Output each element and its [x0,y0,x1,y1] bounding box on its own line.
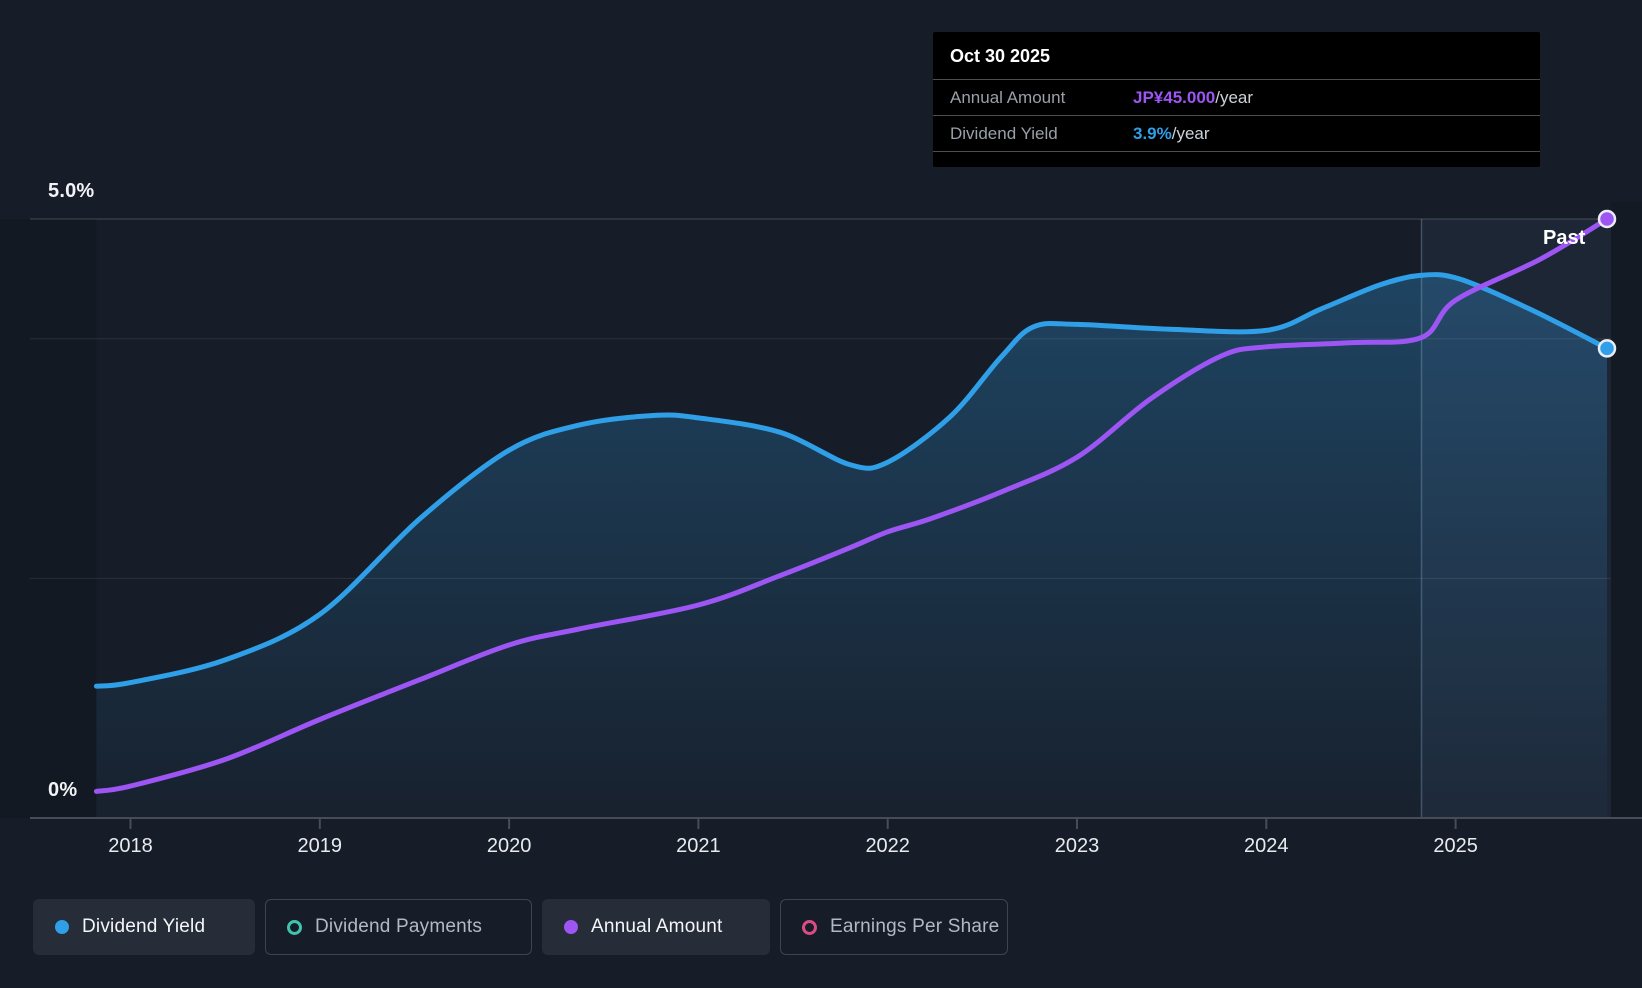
x-axis-tick-label: 2019 [297,835,343,857]
x-axis-tick-label: 2025 [1433,835,1478,857]
x-axis-tick-label: 2023 [1054,835,1100,857]
x-axis-tick-label: 2020 [486,835,532,857]
plot-left-margin [0,219,97,818]
dividend-yield-line [93,272,1610,689]
x-axis-tick-label: 2022 [865,835,910,857]
tooltip-rows: Annual Amount JP¥45.000/year Dividend Yiel… [933,79,1540,152]
legend-button-label: Annual Amount [591,916,723,937]
annual-amount-series-icon [564,920,578,934]
tooltip-row-suffix: /year [1171,123,1210,143]
legend-button-dividend-yield[interactable]: Dividend Yield [33,899,255,955]
legend-button-label: Dividend Yield [82,916,206,937]
earnings-per-share-series-icon [802,919,817,935]
plot-right-margin [1611,202,1642,818]
chart-legend: Dividend Yield Dividend Payments Annual Am… [33,899,1008,955]
past-year-highlight [1421,219,1611,818]
tooltip-date: Oct 30 2025 [950,46,1051,66]
y-axis-label-max: 5.0% [48,180,95,202]
tooltip-row: Annual Amount JP¥45.000/year [933,79,1540,115]
tooltip-row-suffix: /year [1215,87,1254,107]
x-axis-tick-label: 2024 [1244,835,1289,857]
legend-button-annual-amount[interactable]: Annual Amount [542,899,770,955]
legend-button-label: Earnings Per Share [830,916,1000,937]
tooltip-row-value: 3.9% [1133,123,1172,143]
dividend-yield-series-icon [55,920,69,934]
y-axis-label-zero: 0% [48,779,78,801]
legend-button-dividend-payments[interactable]: Dividend Payments [265,899,532,955]
tooltip-row: Dividend Yield 3.9%/year [933,115,1540,152]
legend-button-label: Dividend Payments [315,916,483,937]
tooltip-row-value: JP¥45.000 [1133,87,1216,107]
x-axis-tick-label: 2021 [676,835,721,857]
tooltip-row-label: Dividend Yield [950,123,1058,143]
x-axis-tick-label: 2018 [108,835,153,857]
dividend-yield-end-marker [1597,339,1617,358]
past-label: Past [1543,227,1586,249]
annual-amount-line [93,216,1610,794]
dividend-payments-series-icon [287,919,302,935]
annual-amount-end-marker [1597,209,1617,229]
legend-button-earnings-per-share[interactable]: Earnings Per Share [780,899,1008,955]
chart-tooltip: Oct 30 2025 Annual Amount JP¥45.000/year D… [933,32,1540,167]
tooltip-row-label: Annual Amount [950,87,1066,107]
